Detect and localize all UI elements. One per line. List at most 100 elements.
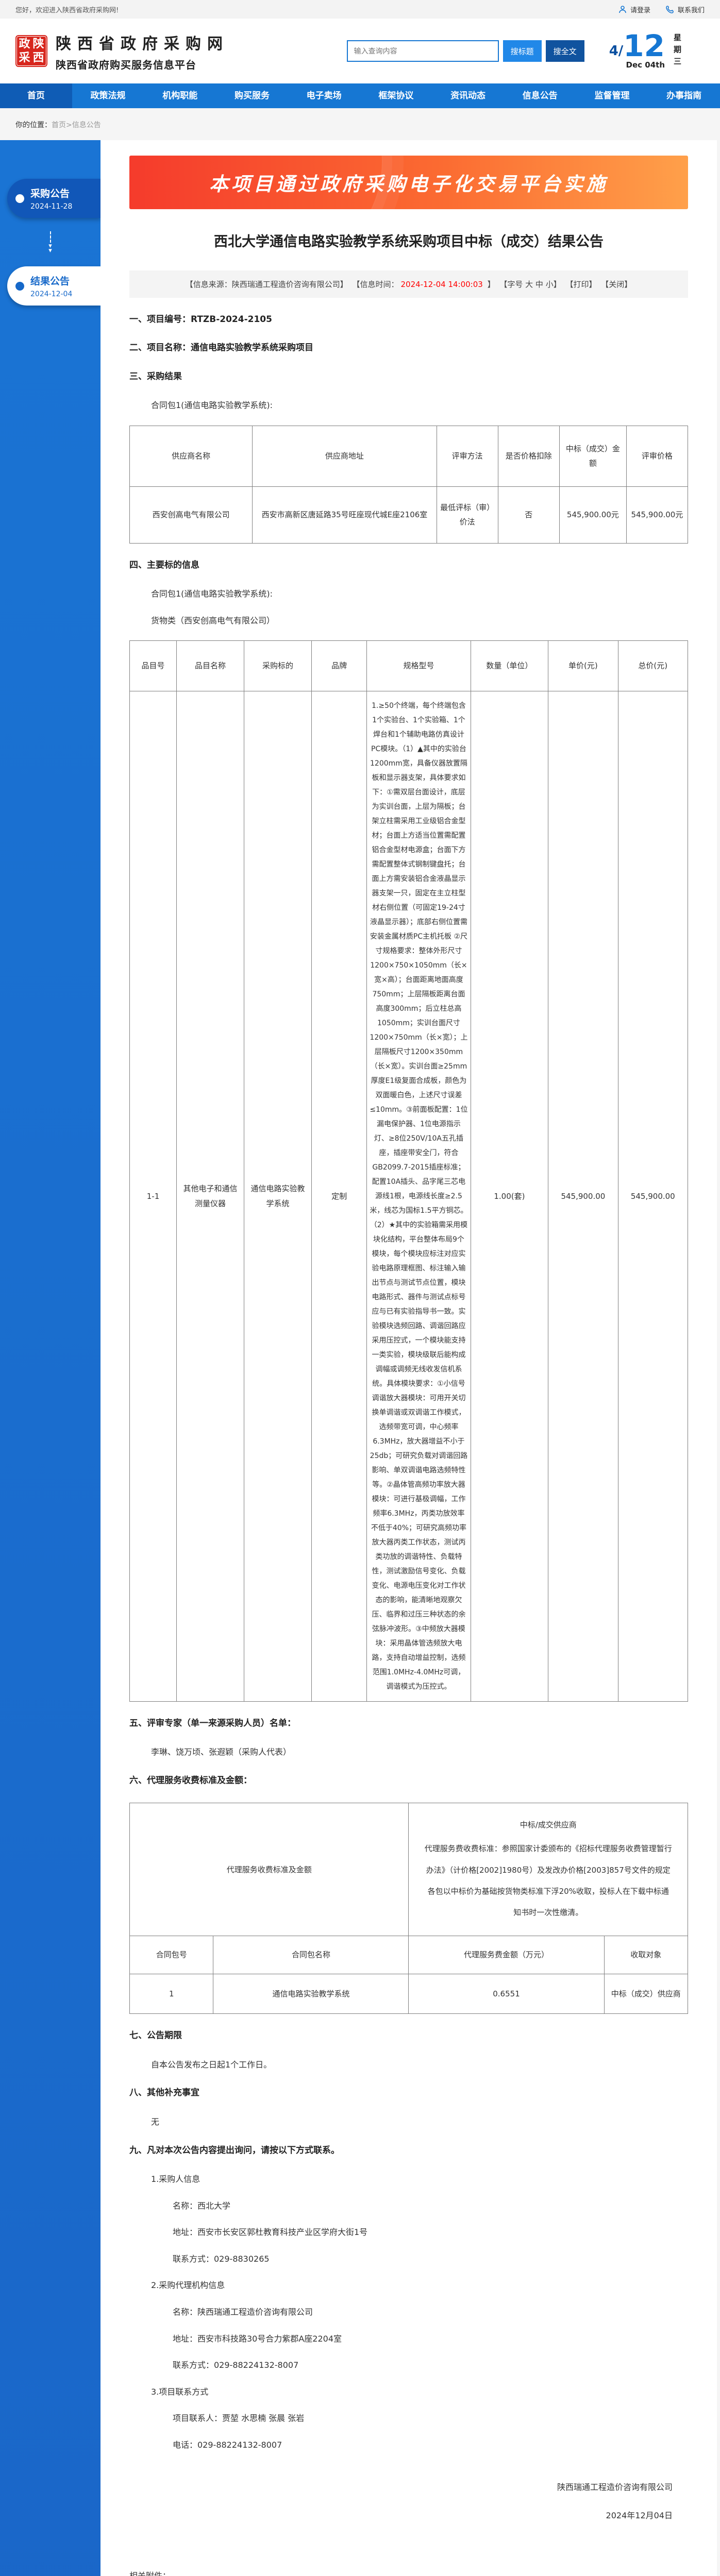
signature-date: 2024年12月04日 xyxy=(606,2511,673,2521)
contact-us-link[interactable]: 联系我们 xyxy=(666,5,705,14)
date-widget: 4/ 12 Dec 04th 星期三 xyxy=(609,28,705,70)
site-logo-icon: 政陕采西 xyxy=(15,35,47,67)
step-dot-icon xyxy=(15,194,24,203)
awarded-supplier-label: 中标/成交供应商 xyxy=(520,1820,577,1830)
purchaser-address: 地址：西安市长安区郭杜教育科技产业区学府大街1号 xyxy=(173,2227,368,2238)
award-amount-cell: 545,900.00元 xyxy=(559,486,627,544)
login-link[interactable]: 请登录 xyxy=(618,5,650,14)
meta-source: 【信息来源：陕西瑞通工程造价咨询有限公司】 xyxy=(185,279,348,289)
col-agency-fee: 代理服务费金额（万元） xyxy=(408,1936,605,1974)
date-english: Dec 04th xyxy=(626,60,665,70)
section-9-title: 九、凡对本次公告内容提出询问，请按以下方式联系。 xyxy=(129,2145,340,2156)
fee-payer-cell: 中标（成交）供应商 xyxy=(604,1973,689,2014)
nav-item-e-mall[interactable]: 电子卖场 xyxy=(306,91,342,101)
welcome-text: 您好，欢迎进入陕西省政府采购网! xyxy=(15,6,119,14)
logo-char: 政 xyxy=(19,37,30,50)
agency-fee-label-cell: 代理服务收费标准及金额 xyxy=(129,1803,409,1937)
agency-phone: 联系方式：029-88224132-8007 xyxy=(173,2360,299,2370)
print-button[interactable]: 【打印】 xyxy=(565,279,597,289)
meta-time-label: 【信息时间： xyxy=(352,279,399,289)
nav-item-home[interactable]: 首页 xyxy=(0,83,72,108)
project-contact-phone: 电话：029-88224132-8007 xyxy=(173,2440,282,2450)
agency-fee-standard-text: 代理服务费收费标准：参照国家计委颁布的《招标代理服务收费管理暂行办法》（计价格[… xyxy=(424,1844,672,1918)
attachments-section: 相关附件： 通信电路实验教学系统采购项目报价明细附件.pdf 通信电路实验教学系… xyxy=(129,2569,688,2576)
col-supplier-name: 供应商名称 xyxy=(129,425,253,487)
step-date: 2024-11-28 xyxy=(30,202,73,211)
site-subtitle: 陕西省政府购买服务信息平台 xyxy=(56,58,196,71)
main-nav: 首页 政策法规 机构职能 购买服务 电子卖场 框架协议 资讯动态 信息公告 监督… xyxy=(0,83,720,108)
step-label: 结果公告 xyxy=(30,276,70,287)
step-date: 2024-12-04 xyxy=(30,290,73,298)
purchaser-info-heading: 1.采购人信息 xyxy=(151,2174,200,2184)
nav-item-purchase-services[interactable]: 购买服务 xyxy=(234,91,270,101)
purchaser-name: 名称：西北大学 xyxy=(173,2200,231,2211)
supplier-address-cell: 西安市高新区唐延路35号旺座现代城E座2106室 xyxy=(252,486,437,544)
nav-item-framework-agreement[interactable]: 框架协议 xyxy=(378,91,414,101)
logo-char: 西 xyxy=(32,51,44,64)
nav-item-supervision[interactable]: 监督管理 xyxy=(594,91,630,101)
procurement-subject-cell: 通信电路实验教学系统 xyxy=(243,690,312,1702)
col-procurement-subject: 采购标的 xyxy=(243,640,312,691)
search-title-button[interactable]: 搜标题 xyxy=(503,40,542,62)
section-7-title: 七、公告期限 xyxy=(129,2030,182,2041)
table-row: 西安创高电气有限公司 西安市高新区唐延路35号旺座现代城E座2106室 最低评标… xyxy=(129,486,689,544)
col-review-price: 评审价格 xyxy=(626,425,689,487)
date-weekday: 星期三 xyxy=(673,33,682,69)
review-method-cell: 最低评标（审）价法 xyxy=(436,486,498,544)
banner-text: 本项目通过政府采购电子化交易平台实施 xyxy=(209,173,608,195)
agency-fee-table: 代理服务收费标准及金额 中标/成交供应商 代理服务费收费标准：参照国家计委颁布的… xyxy=(129,1803,689,2014)
signature-block: 陕西瑞通工程造价咨询有限公司 2024年12月04日 xyxy=(129,2481,673,2522)
platform-banner: 本项目通过政府采购电子化交易平台实施 xyxy=(129,156,688,209)
item-name-cell: 其他电子和通信测量仪器 xyxy=(176,690,245,1702)
col-spec-model: 规格型号 xyxy=(366,640,471,691)
nav-item-announcements[interactable]: 信息公告 xyxy=(522,91,558,101)
col-review-method: 评审方法 xyxy=(436,425,498,487)
col-package-name: 合同包名称 xyxy=(213,1936,409,1974)
user-icon xyxy=(619,6,626,13)
category-label: 货物类（西安创高电气有限公司） xyxy=(151,615,275,625)
search-fulltext-button[interactable]: 搜全文 xyxy=(545,40,584,62)
attachments-title: 相关附件： xyxy=(129,2570,171,2576)
agency-fee-cell: 0.6551 xyxy=(408,1973,605,2014)
col-quantity: 数量（单位） xyxy=(470,640,549,691)
col-item-name: 品目名称 xyxy=(176,640,245,691)
nav-item-policies[interactable]: 政策法规 xyxy=(90,91,126,101)
logo-char: 陕 xyxy=(32,37,44,50)
total-price-cell: 545,900.00 xyxy=(617,690,689,1702)
nav-item-functions[interactable]: 机构职能 xyxy=(162,91,198,101)
sidebar-item-result-notice[interactable]: 结果公告 2024-12-04 xyxy=(7,266,101,306)
col-supplier-address: 供应商地址 xyxy=(252,425,437,487)
logo-char: 采 xyxy=(19,51,30,64)
package-name-cell: 通信电路实验教学系统 xyxy=(213,1973,409,2014)
agency-address: 地址：西安市科技路30号合力紫郡A座2204室 xyxy=(173,2333,342,2344)
step-dot-icon xyxy=(15,281,24,291)
col-fee-payer: 收取对象 xyxy=(604,1936,689,1974)
signature-company: 陕西瑞通工程造价咨询有限公司 xyxy=(557,2482,673,2492)
search-input[interactable] xyxy=(346,40,499,62)
package-label: 合同包1(通信电路实验教学系统): xyxy=(151,400,273,410)
section-4-title: 四、主要标的信息 xyxy=(129,560,199,570)
supplier-name-cell: 西安创高电气有限公司 xyxy=(129,486,253,544)
date-day: 12 xyxy=(623,28,665,63)
page-title: 西北大学通信电路实验教学系统采购项目中标（成交）结果公告 xyxy=(214,234,604,250)
login-label: 请登录 xyxy=(630,6,650,14)
font-size-control[interactable]: 【字号 大 中 小】 xyxy=(499,279,561,289)
meta-time-close: 】 xyxy=(484,279,495,289)
sidebar-item-procurement-notice[interactable]: 采购公告 2024-11-28 xyxy=(7,179,101,218)
article-content: 本项目通过政府采购电子化交易平台实施 西北大学通信电路实验教学系统采购项目中标（… xyxy=(101,140,717,2576)
col-unit-price: 单价(元) xyxy=(548,640,618,691)
nav-item-news[interactable]: 资讯动态 xyxy=(450,91,486,101)
close-button[interactable]: 【关闭】 xyxy=(601,279,632,289)
section-1-title: 一、项目编号：RTZB-2024-2105 xyxy=(129,314,272,325)
expert-names: 李琳、饶万顷、张遐颖（采购人代表） xyxy=(151,1747,292,1757)
price-deduction-cell: 否 xyxy=(497,486,560,544)
agency-info-heading: 2.采购代理机构信息 xyxy=(151,2280,225,2291)
article-meta-bar: 【信息来源：陕西瑞通工程造价咨询有限公司】 【信息时间： 2024-12-04 1… xyxy=(129,270,688,298)
supplementary-matters: 无 xyxy=(151,2116,160,2127)
table-row: 1 通信电路实验教学系统 0.6551 中标（成交）供应商 xyxy=(129,1973,689,2014)
unit-price-cell: 545,900.00 xyxy=(548,690,618,1702)
date-month: 4/ xyxy=(609,43,624,59)
breadcrumb-path[interactable]: 首页>信息公告 xyxy=(52,121,101,129)
section-6-title: 六、代理服务收费标准及金额： xyxy=(129,1775,252,1786)
nav-item-guide[interactable]: 办事指南 xyxy=(666,91,702,101)
